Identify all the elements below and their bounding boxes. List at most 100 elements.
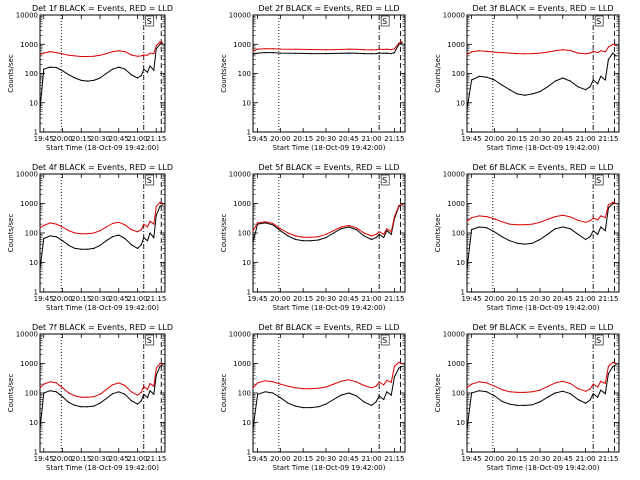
data-point-lld [99,393,101,395]
x-tick-label: 20:15 [293,455,313,463]
data-point-lld [310,388,312,390]
x-tick-label: 20:30 [530,295,550,303]
data-point-lld [161,42,164,44]
x-tick-label: 20:15 [507,135,527,143]
data-point-lld [554,50,556,52]
data-point-events [493,79,495,81]
s-marker-box [145,174,155,186]
data-point-lld [333,383,335,385]
panel-det-4: Det 4f BLACK = Events, RED = LLD 1 10 100 10… [7,163,173,312]
data-point-events [118,66,120,68]
data-point-events [295,52,297,54]
x-tick-label: 20:15 [507,455,527,463]
data-point-events [569,80,572,82]
data-point-lld [118,50,120,52]
data-point-events [375,237,377,239]
data-point-events [355,395,357,397]
x-tick-label: 20:45 [553,295,573,303]
panel-title: Det 5f BLACK = Events, RED = LLD [258,163,399,172]
data-point-lld [39,227,41,229]
data-point-events [597,83,599,85]
data-point-events [61,70,64,72]
x-tick-label: 20:30 [90,135,110,143]
data-point-lld [478,215,480,217]
data-point-lld [562,49,564,51]
data-point-events [143,237,145,239]
data-point-lld [61,226,64,228]
data-point-events [130,400,132,402]
data-point-lld [539,221,541,223]
data-point-events [509,89,511,91]
x-tick-label: 21:15 [598,455,618,463]
data-point-lld [615,202,617,205]
data-point-lld [486,382,488,384]
data-point-lld [86,55,89,58]
data-point-events [74,247,76,249]
series-line-events [252,204,403,243]
data-point-events [340,228,342,230]
data-point-lld [348,48,350,50]
data-point-events [577,398,579,401]
data-point-events [93,405,95,407]
data-point-events [43,237,45,240]
data-point-lld [386,48,388,50]
x-tick-label: 20:00 [52,455,72,463]
series-line-lld [466,361,617,393]
data-point-lld [136,55,139,57]
data-point-lld [612,361,614,363]
data-point-events [604,393,606,395]
data-point-lld [612,201,614,203]
data-point-events [257,52,259,54]
x-tick-label: 21:00 [575,135,595,143]
data-point-events [592,393,594,395]
data-point-lld [86,396,89,398]
data-point-events [562,226,564,228]
panel-det-9: Det 9f BLACK = Events, RED = LLD 1 10 100 10… [434,323,620,472]
x-tick-label: 21:00 [127,455,147,463]
data-point-lld [371,235,373,237]
data-point-events [159,205,161,207]
data-point-events [486,391,488,393]
data-point-events [577,233,579,235]
data-point-events [589,236,591,238]
data-point-lld [61,387,64,389]
series-line-events [466,203,616,270]
data-point-lld [310,236,312,238]
data-point-events [310,407,312,409]
data-point-events [49,390,51,392]
data-point-lld [317,236,319,238]
data-point-events [302,240,304,242]
data-point-events [68,244,70,246]
data-point-events [153,393,155,395]
y-tick-label: 10000 [16,331,38,339]
data-point-events [531,93,534,95]
data-point-events [310,53,312,55]
data-point-events [159,365,161,367]
data-point-events [478,75,480,77]
data-point-events [55,66,57,69]
y-tick-label: 1 [247,129,251,137]
data-point-events [524,404,526,406]
data-point-events [383,237,385,239]
data-point-events [509,240,511,242]
data-point-lld [375,233,377,235]
data-point-events [554,80,556,82]
data-point-lld [130,229,132,231]
x-tick-label: 20:30 [316,295,336,303]
data-point-events [155,374,157,376]
data-point-lld [597,386,599,388]
y-tick-label: 10 [242,259,251,267]
y-tick-label: 10 [456,99,465,107]
data-point-events [597,233,599,235]
data-point-events [569,228,572,230]
data-point-lld [159,362,161,365]
data-point-lld [401,203,403,205]
data-point-lld [279,383,281,385]
data-point-events [136,403,139,405]
data-point-events [111,236,114,238]
data-point-events [111,393,114,395]
data-point-events [516,93,518,95]
data-point-events [333,398,335,401]
data-point-lld [111,222,114,225]
data-point-events [471,79,473,81]
